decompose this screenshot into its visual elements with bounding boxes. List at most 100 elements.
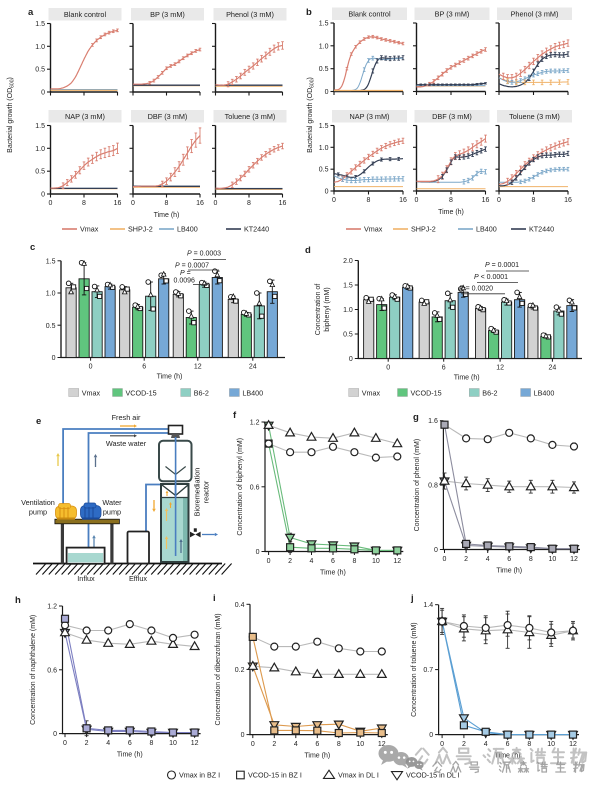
svg-text:2: 2	[288, 558, 292, 565]
svg-text:0: 0	[349, 356, 353, 363]
svg-text:Concentration of dibenzofuran: Concentration of dibenzofuran (mM)	[215, 613, 222, 725]
svg-text:P = 0.0007: P = 0.0007	[175, 263, 209, 270]
svg-text:Time (h): Time (h)	[304, 753, 330, 760]
svg-text:12: 12	[496, 365, 504, 372]
svg-text:1.2: 1.2	[250, 420, 260, 427]
svg-text:BP (3 mM): BP (3 mM)	[435, 10, 470, 19]
svg-text:Vmax: Vmax	[82, 389, 101, 398]
svg-text:12: 12	[191, 740, 199, 747]
svg-text:b: b	[306, 7, 312, 18]
svg-text:6: 6	[142, 364, 146, 371]
svg-text:0: 0	[434, 547, 438, 554]
svg-text:10: 10	[372, 558, 380, 565]
svg-text:0: 0	[386, 365, 390, 372]
svg-text:4: 4	[106, 740, 110, 747]
svg-text:Vmax: Vmax	[364, 225, 383, 234]
svg-text:10: 10	[169, 740, 177, 747]
svg-text:0: 0	[214, 200, 218, 207]
svg-text:16: 16	[196, 200, 204, 207]
svg-text:6: 6	[442, 365, 446, 372]
svg-text:1.5: 1.5	[319, 21, 329, 28]
svg-text:0: 0	[497, 197, 501, 204]
svg-text:0: 0	[251, 741, 255, 748]
svg-text:1.0: 1.0	[46, 291, 56, 298]
svg-text:1.5: 1.5	[46, 258, 56, 265]
svg-text:Time (h): Time (h)	[154, 212, 180, 219]
svg-text:12: 12	[378, 741, 386, 748]
svg-text:BP (3 mM): BP (3 mM)	[150, 10, 185, 19]
svg-text:KT2440: KT2440	[529, 225, 554, 234]
svg-text:8: 8	[165, 200, 169, 207]
svg-text:6: 6	[128, 740, 132, 747]
svg-text:f: f	[233, 410, 237, 421]
svg-text:pump: pump	[29, 508, 47, 517]
svg-text:DBF (3 mM): DBF (3 mM)	[148, 112, 188, 121]
svg-text:16: 16	[482, 197, 490, 204]
svg-text:Ventilation: Ventilation	[21, 498, 55, 507]
svg-text:0.6: 0.6	[250, 484, 260, 491]
svg-text:Phenol (3 mM): Phenol (3 mM)	[511, 10, 559, 19]
svg-text:2.0: 2.0	[343, 258, 353, 265]
svg-text:Phenol (3 mM): Phenol (3 mM)	[226, 10, 274, 19]
svg-text:0: 0	[41, 192, 45, 199]
svg-text:1.0: 1.0	[343, 307, 353, 314]
svg-text:Bioremediation: Bioremediation	[193, 468, 202, 517]
svg-text:j: j	[410, 593, 414, 604]
svg-text:0.6: 0.6	[47, 667, 57, 674]
svg-text:0: 0	[63, 740, 67, 747]
svg-text:0: 0	[443, 556, 447, 563]
svg-text:0: 0	[256, 549, 260, 556]
svg-text:i: i	[213, 593, 216, 604]
svg-text:Efflux: Efflux	[129, 574, 147, 583]
svg-text:g: g	[413, 412, 419, 423]
svg-text:biphenyl (mM): biphenyl (mM)	[324, 287, 331, 331]
svg-text:8: 8	[82, 200, 86, 207]
svg-text:0.8: 0.8	[428, 483, 438, 490]
svg-text:e: e	[36, 416, 41, 427]
svg-text:NAP (3 mM): NAP (3 mM)	[65, 112, 105, 121]
svg-text:Time (h): Time (h)	[496, 568, 522, 575]
svg-text:1.0: 1.0	[35, 44, 45, 51]
svg-text:Time (h): Time (h)	[117, 752, 143, 759]
svg-text:0: 0	[53, 731, 57, 738]
svg-text:8: 8	[337, 741, 341, 748]
svg-text:VCOD-15: VCOD-15	[411, 389, 442, 398]
svg-text:0: 0	[49, 200, 53, 207]
svg-text:KT2440: KT2440	[244, 225, 269, 234]
svg-text:0.5: 0.5	[46, 323, 56, 330]
svg-text:8: 8	[247, 200, 251, 207]
svg-text:8: 8	[352, 558, 356, 565]
svg-text:10: 10	[547, 741, 555, 748]
svg-text:Blank control: Blank control	[64, 10, 107, 19]
svg-text:0: 0	[429, 732, 433, 739]
svg-text:Blank control: Blank control	[348, 10, 391, 19]
svg-text:4: 4	[486, 556, 490, 563]
svg-text:SHPJ-2: SHPJ-2	[411, 225, 436, 234]
svg-text:VCOD-15: VCOD-15	[126, 389, 157, 398]
svg-text:Vmax in BZ I: Vmax in BZ I	[179, 771, 220, 780]
svg-text:Vmax: Vmax	[362, 389, 381, 398]
svg-text:Fresh air: Fresh air	[112, 413, 141, 422]
svg-text:8: 8	[527, 741, 531, 748]
svg-text:VCOD-15 in BZ I: VCOD-15 in BZ I	[248, 771, 302, 780]
svg-text:Time (h): Time (h)	[495, 753, 521, 760]
svg-text:8: 8	[529, 556, 533, 563]
svg-text:0.5: 0.5	[35, 67, 45, 74]
svg-text:6: 6	[331, 558, 335, 565]
svg-text:0: 0	[415, 197, 419, 204]
svg-text:Concentration of: Concentration of	[315, 284, 322, 335]
svg-text:0: 0	[440, 741, 444, 748]
svg-text:24: 24	[549, 365, 557, 372]
svg-text:4: 4	[310, 558, 314, 565]
svg-text:1.5: 1.5	[35, 21, 45, 28]
svg-text:0: 0	[267, 558, 271, 565]
svg-text:0: 0	[52, 355, 56, 362]
svg-text:P < 0.0001: P < 0.0001	[474, 274, 508, 281]
svg-text:10: 10	[549, 556, 557, 563]
svg-text:d: d	[305, 245, 311, 256]
svg-text:8: 8	[532, 197, 536, 204]
svg-text:0.5: 0.5	[319, 167, 329, 174]
svg-text:Time (h): Time (h)	[320, 570, 346, 577]
svg-text:4: 4	[484, 741, 488, 748]
svg-text:Toluene (3 mM): Toluene (3 mM)	[225, 112, 276, 121]
